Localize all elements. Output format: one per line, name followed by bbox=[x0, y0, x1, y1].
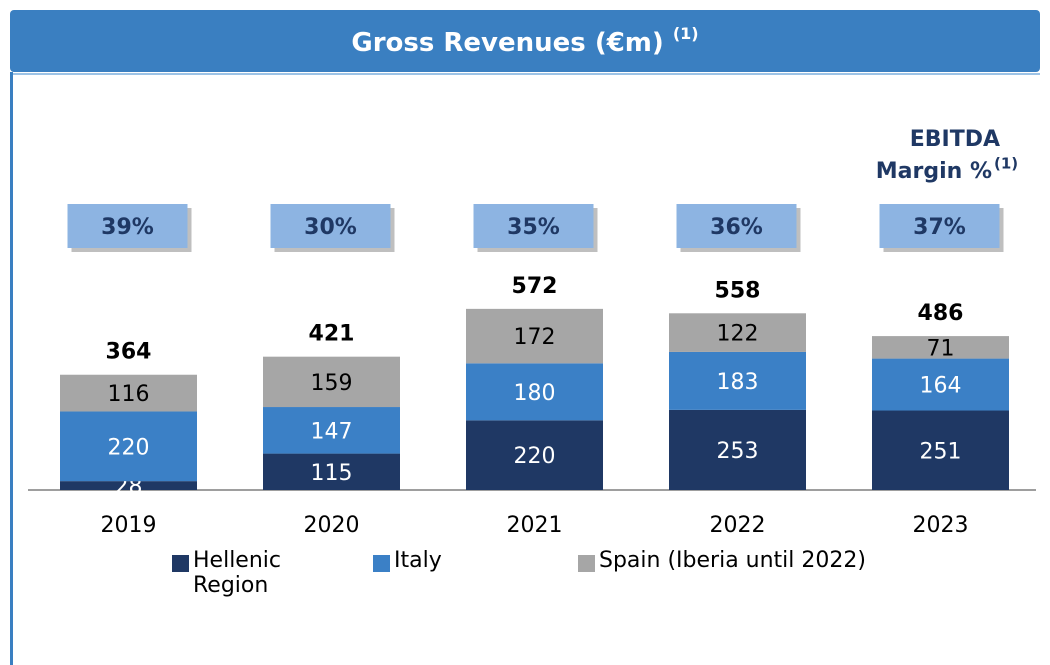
margin-box bbox=[270, 204, 391, 248]
margin-box bbox=[473, 204, 594, 248]
margin-title: Margin % bbox=[876, 159, 992, 184]
total-label: 364 bbox=[106, 340, 152, 365]
chart-title: Gross Revenues (€m) (1) bbox=[351, 24, 698, 58]
header-band bbox=[10, 10, 1040, 72]
title-text: Gross Revenues (€m) bbox=[351, 28, 663, 58]
bar-segment bbox=[466, 308, 603, 364]
bar-segment bbox=[669, 351, 806, 410]
legend-item: Hellenic Region bbox=[172, 548, 332, 598]
bar-segment bbox=[872, 336, 1009, 359]
margin-box bbox=[879, 204, 1000, 248]
legend-swatch bbox=[578, 555, 595, 572]
bar-segment bbox=[60, 481, 197, 490]
segment-label: 116 bbox=[108, 382, 150, 407]
segment-label: 180 bbox=[514, 381, 556, 406]
bar-segment bbox=[466, 420, 603, 490]
legend-swatch bbox=[172, 555, 189, 572]
segment-label: 220 bbox=[108, 435, 150, 460]
bar-segment bbox=[263, 407, 400, 454]
legend-label: Italy bbox=[394, 548, 442, 573]
total-label: 572 bbox=[512, 274, 558, 299]
margin-note: (1) bbox=[994, 155, 1018, 173]
x-tick-label: 2020 bbox=[304, 513, 360, 538]
margin-label: 35% bbox=[507, 215, 560, 240]
bar-segment bbox=[60, 374, 197, 412]
bar-segment bbox=[60, 411, 197, 482]
legend-item: Spain (Iberia until 2022) bbox=[578, 548, 958, 573]
segment-label: 122 bbox=[717, 322, 759, 347]
x-tick-label: 2021 bbox=[507, 513, 563, 538]
segment-label: 147 bbox=[311, 419, 353, 444]
segment-label: 172 bbox=[514, 325, 556, 350]
segment-label: 115 bbox=[311, 461, 353, 486]
bar-segment bbox=[669, 313, 806, 352]
title-note: (1) bbox=[673, 24, 699, 43]
bar-segment bbox=[466, 363, 603, 421]
segment-label: 159 bbox=[311, 371, 353, 396]
segment-label: 71 bbox=[927, 336, 955, 361]
bar-segment bbox=[669, 409, 806, 490]
segment-label: 253 bbox=[717, 439, 759, 464]
total-label: 486 bbox=[918, 301, 964, 326]
segment-label: 251 bbox=[920, 439, 962, 464]
legend-item: Italy bbox=[373, 548, 553, 573]
bar-segment bbox=[872, 410, 1009, 490]
legend-label: Hellenic Region bbox=[193, 548, 281, 598]
segment-label: 220 bbox=[514, 444, 556, 469]
legend-label: Spain (Iberia until 2022) bbox=[599, 548, 866, 573]
bar-segment bbox=[263, 453, 400, 490]
legend-swatch bbox=[373, 555, 390, 572]
x-tick-label: 2023 bbox=[913, 513, 969, 538]
segment-label: 164 bbox=[920, 374, 962, 399]
x-tick-label: 2019 bbox=[101, 513, 157, 538]
total-label: 421 bbox=[309, 322, 355, 347]
margin-title: EBITDA bbox=[910, 127, 1000, 152]
margin-label: 39% bbox=[101, 215, 154, 240]
margin-label: 30% bbox=[304, 215, 357, 240]
margin-label: 36% bbox=[710, 215, 763, 240]
margin-box bbox=[676, 204, 797, 248]
bar-segment bbox=[872, 358, 1009, 411]
bar-segment bbox=[263, 356, 400, 408]
margin-box bbox=[67, 204, 188, 248]
x-tick-label: 2022 bbox=[710, 513, 766, 538]
margin-label: 37% bbox=[913, 215, 966, 240]
segment-label: 183 bbox=[717, 370, 759, 395]
total-label: 558 bbox=[715, 278, 761, 303]
